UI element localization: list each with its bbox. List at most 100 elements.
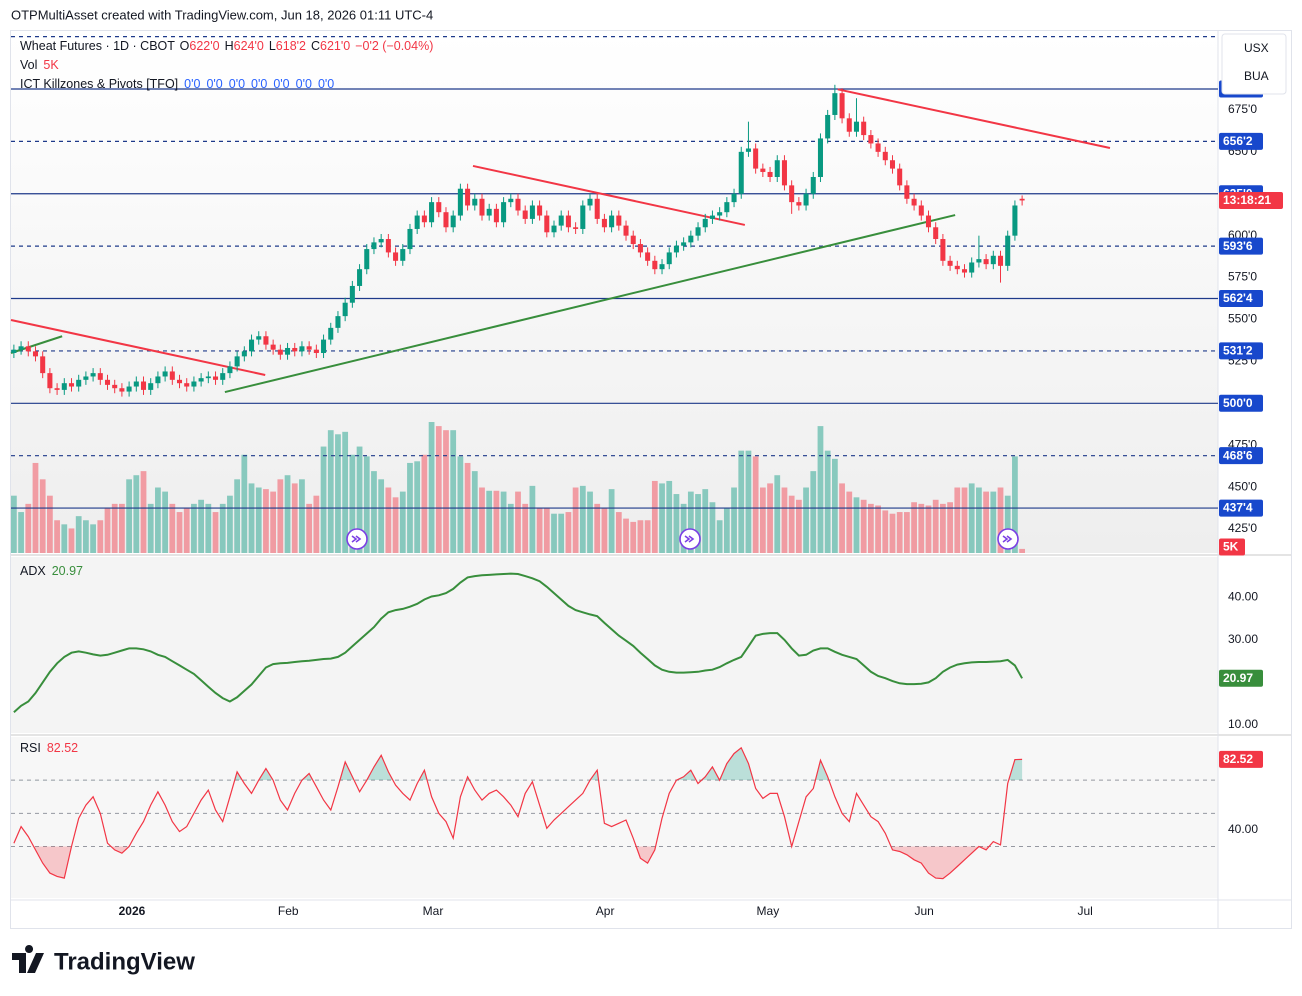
level-tag: 656'2 — [1223, 134, 1253, 148]
brand-logo — [12, 945, 44, 973]
legend: Wheat Futures · 1D · CBOT O622'0 H624'0 L61… — [20, 39, 433, 755]
ohlc-value: 624'0 — [234, 39, 264, 53]
volume-bar — [227, 495, 233, 553]
volume-bar — [788, 495, 795, 553]
toolbar-button[interactable]: BUA — [1244, 69, 1269, 83]
adx-pane — [11, 557, 1218, 733]
candle-body — [11, 349, 17, 354]
volume-bar — [335, 434, 341, 553]
volume-bar — [695, 494, 701, 553]
volume-bar — [918, 503, 925, 553]
candle-body — [997, 255, 1004, 266]
candle-body — [875, 143, 881, 152]
volume-bar — [61, 524, 68, 553]
volume-bar — [299, 479, 305, 553]
candle-body — [645, 252, 651, 261]
volume-bar — [558, 513, 565, 553]
candle-body — [954, 265, 960, 270]
toolbar-box — [1221, 33, 1287, 95]
level-tag: 500'0 — [1223, 396, 1253, 410]
candle-body — [400, 249, 406, 261]
volume-bar — [75, 516, 82, 553]
indicator-line — [13, 746, 1023, 880]
volume-bar — [356, 446, 363, 553]
volume-bar — [723, 507, 730, 553]
frame — [10, 30, 1292, 929]
volume-bar — [911, 502, 917, 553]
volume-bar — [997, 487, 1004, 553]
volume-bar — [11, 495, 17, 553]
volume-bar — [234, 479, 241, 553]
event-marker[interactable] — [346, 528, 368, 550]
candle-body — [897, 168, 903, 186]
candle-body — [220, 373, 226, 380]
trendline — [837, 88, 1111, 149]
ohlc-value: 618'2 — [276, 39, 306, 53]
volume-bar — [277, 479, 284, 553]
volume-bar — [637, 520, 644, 553]
volume-bar — [839, 483, 845, 553]
last-value-tag-bg — [1219, 750, 1263, 768]
volume-bar — [162, 491, 168, 553]
event-marker[interactable] — [679, 528, 701, 550]
volume-bar — [378, 479, 385, 553]
candle-body — [659, 264, 665, 270]
level-tag: 437'4 — [1223, 501, 1253, 515]
candle-body — [1005, 235, 1011, 266]
candle-body — [450, 215, 456, 228]
volume-bar — [990, 491, 997, 553]
level-tag-bg — [1219, 290, 1263, 308]
candle-body — [457, 188, 463, 216]
volume-bar — [860, 499, 867, 553]
candle-body — [414, 215, 420, 229]
volume-bar — [435, 426, 442, 553]
volume-bar — [824, 450, 831, 553]
indicator-value: 0'0 — [206, 77, 222, 91]
volume-bar — [680, 503, 687, 553]
candle-body — [40, 356, 46, 374]
volume-bar — [644, 520, 651, 553]
candle-body — [321, 339, 327, 354]
candle-body — [688, 235, 694, 243]
candle-body — [299, 346, 305, 352]
candle-body — [176, 379, 183, 384]
volume-bar — [313, 495, 320, 553]
toolbar: USX BUA — [1221, 33, 1287, 95]
volume-bar — [954, 487, 961, 553]
candle-body — [947, 260, 953, 266]
level-tag: 562'4 — [1223, 291, 1253, 305]
indicator-value: 0'0 — [296, 77, 312, 91]
volume-bar — [716, 520, 723, 553]
candle-body — [882, 151, 888, 161]
volume-bar — [97, 520, 104, 553]
candle-body — [32, 351, 39, 357]
candle-body — [839, 93, 845, 119]
rsi-legend: RSI 82.52 — [20, 741, 78, 755]
volume-bar — [111, 503, 118, 553]
candle-body — [313, 349, 319, 354]
volume-bar — [896, 512, 903, 553]
volume-bar — [803, 487, 809, 553]
candle-body — [861, 121, 867, 136]
candle-body — [47, 373, 53, 389]
candle-body — [587, 198, 593, 206]
volume-bar — [529, 485, 536, 553]
candle-body — [407, 228, 413, 250]
candle-body — [666, 252, 672, 265]
toolbar-button[interactable]: USX — [1244, 41, 1269, 55]
volume-bar — [471, 471, 478, 553]
volume-bar — [817, 426, 824, 553]
volume-bar — [673, 494, 680, 553]
candle-body — [18, 346, 24, 350]
volume-bar — [54, 520, 60, 553]
candle-body — [515, 198, 521, 211]
volume-bar — [925, 505, 932, 553]
candle-body — [637, 244, 643, 253]
volume-bar — [255, 487, 262, 553]
event-marker[interactable] — [997, 528, 1019, 550]
volume-bar — [623, 518, 629, 553]
candle-body — [119, 388, 125, 392]
x-tick-label: Mar — [423, 904, 444, 918]
level-tag-bg — [1219, 499, 1263, 517]
